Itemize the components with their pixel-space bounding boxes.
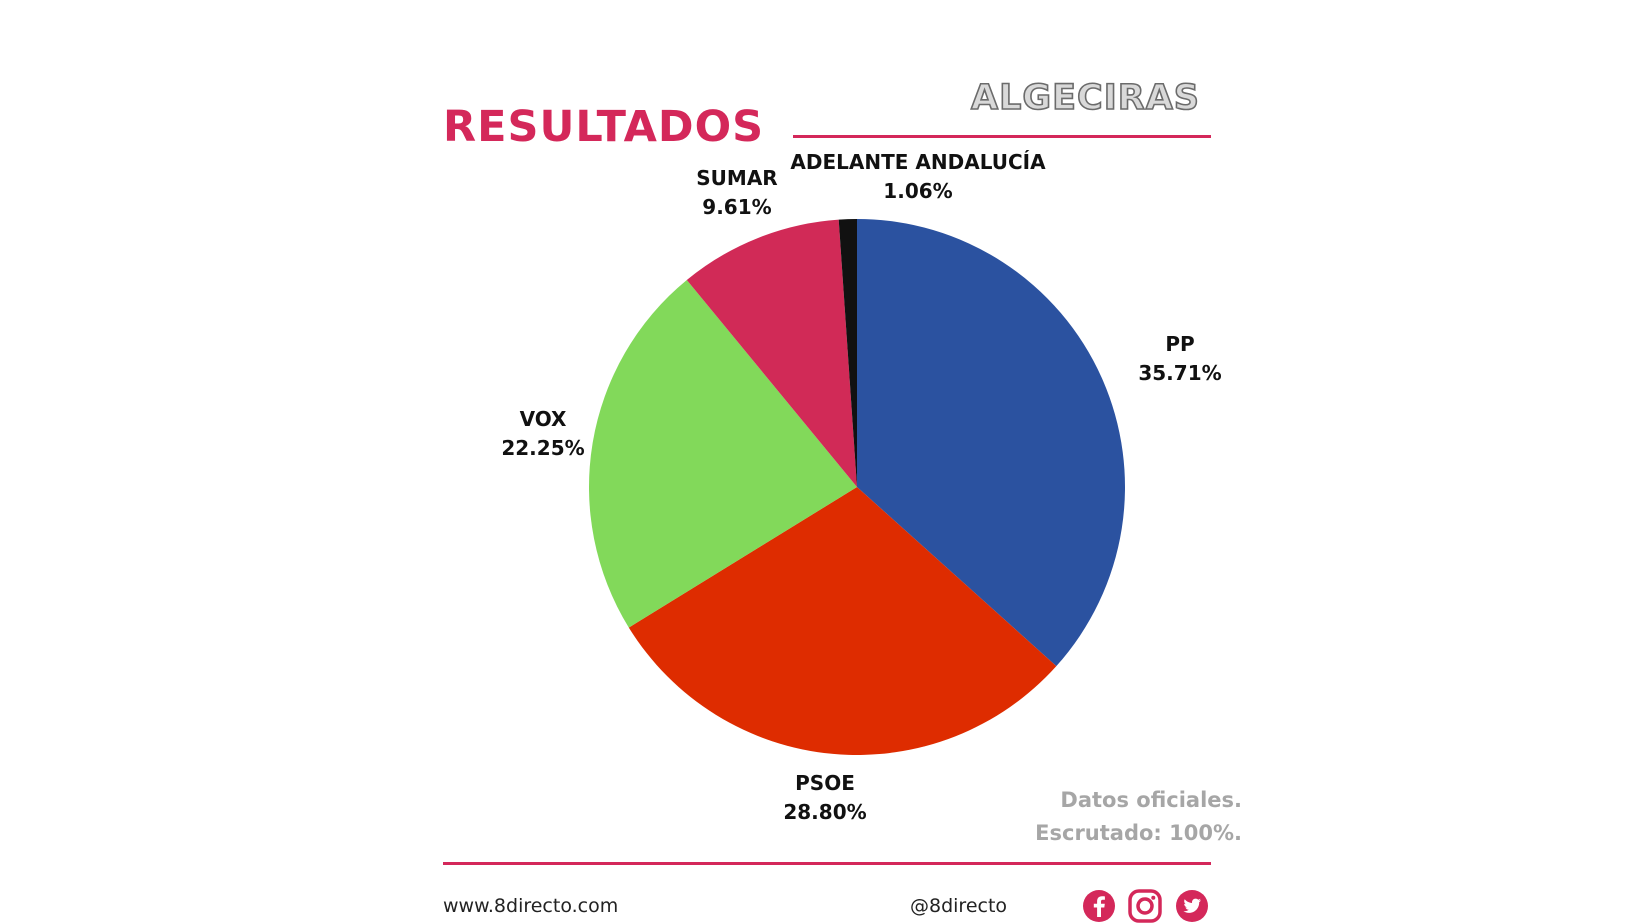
slice-label: SUMAR 9.61%	[696, 164, 777, 222]
pie-slice-psoe	[628, 487, 1057, 755]
slice-label-value: 9.61%	[702, 195, 772, 219]
slice-label-value: 22.25%	[501, 436, 585, 460]
pie-slice-sumar	[686, 219, 857, 488]
header-divider	[793, 135, 1211, 138]
slice-label-name: PSOE	[795, 771, 855, 795]
source-note: Datos oficiales. Escrutado: 100%.	[1035, 784, 1242, 850]
page-title: RESULTADOS	[443, 102, 765, 152]
facebook-icon[interactable]	[1082, 889, 1116, 923]
slice-label-value: 28.80%	[783, 800, 867, 824]
slice-label-name: VOX	[519, 407, 567, 431]
city-title: ALGECIRAS	[970, 77, 1200, 119]
website-link[interactable]: www.8directo.com	[443, 895, 619, 917]
pie-slice-pp	[857, 219, 1125, 667]
slice-label: PP 35.71%	[1138, 330, 1221, 388]
slice-label: ADELANTE ANDALUCÍA 1.06%	[790, 148, 1045, 206]
instagram-icon[interactable]	[1128, 889, 1162, 923]
slice-label-name: PP	[1165, 332, 1195, 356]
source-line-1: Datos oficiales.	[1060, 788, 1242, 812]
slice-label-value: 1.06%	[883, 179, 953, 203]
source-line-2: Escrutado: 100%.	[1035, 821, 1242, 845]
slice-label-value: 35.71%	[1138, 361, 1222, 385]
slice-label: VOX 22.25%	[501, 405, 584, 463]
twitter-icon[interactable]	[1175, 889, 1209, 923]
pie-slice-adelante-andaluc-a	[838, 219, 857, 487]
pie-slice-vox	[589, 279, 857, 628]
social-handle: @8directo	[910, 895, 1008, 917]
slice-label-name: ADELANTE ANDALUCÍA	[790, 150, 1046, 174]
footer-divider	[443, 862, 1211, 865]
slice-label-name: SUMAR	[696, 166, 778, 190]
slice-label: PSOE 28.80%	[783, 769, 866, 827]
